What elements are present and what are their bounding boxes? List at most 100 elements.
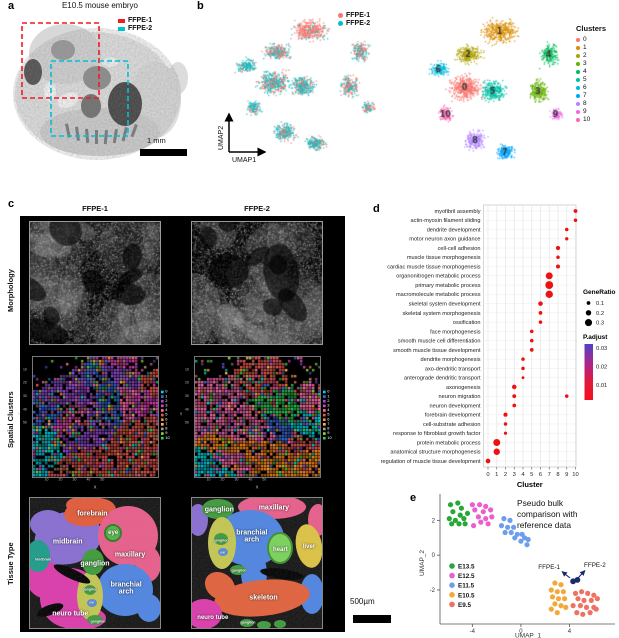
- panel-e-note: reference data: [517, 520, 571, 530]
- go-term-label: cell-substrate adhesion: [423, 422, 481, 428]
- umap2-axis-label: UMAP_2: [419, 550, 426, 576]
- data-point: [574, 610, 580, 616]
- data-point: [572, 590, 579, 596]
- go-term-label: protein metabolic process: [417, 440, 481, 446]
- legend-item: FFPE-2: [338, 20, 370, 27]
- legend-item: 2: [323, 399, 332, 403]
- data-point: [570, 603, 576, 609]
- go-dot: [555, 264, 561, 269]
- legend-swatch: [161, 395, 164, 398]
- go-term-label: cell-cell adhesion: [438, 246, 481, 252]
- row-label-tissue-type: Tissue Type: [6, 542, 15, 585]
- go-dot: [555, 245, 561, 251]
- annotation-ffpe1: FFPE-1: [538, 564, 560, 571]
- legend-swatch: [161, 404, 164, 407]
- legend-swatch: [338, 13, 343, 18]
- legend-swatch: [161, 437, 164, 440]
- row-label-morphology: Morphology: [6, 269, 15, 312]
- legend-label: 3: [583, 60, 587, 67]
- gene-ratio-legend-title: GeneRatio: [583, 289, 616, 296]
- legend-swatch: [576, 61, 580, 66]
- legend-swatch: [338, 21, 343, 26]
- legend-label: 2: [165, 399, 168, 404]
- legend-swatch: [161, 390, 164, 394]
- data-point: [558, 582, 564, 588]
- tissue-label: forebrain: [77, 510, 108, 518]
- spatial-legend-ffpe1: 0 1 2 3 4 5 6 7 8 9 10: [161, 390, 170, 441]
- legend-item: 5: [576, 76, 606, 83]
- go-dot: [565, 237, 569, 241]
- tissue-label: eye: [108, 530, 119, 537]
- go-dot: [573, 209, 578, 213]
- panel-d-letter: d: [373, 203, 380, 215]
- legend-item: 8: [161, 427, 170, 431]
- legend-swatch: [576, 45, 580, 50]
- umap-axes: UMAP2 UMAP1: [218, 112, 267, 164]
- legend-swatch: [161, 423, 164, 426]
- data-point: [483, 516, 489, 522]
- data-point: [581, 597, 587, 603]
- legend-swatch: [161, 413, 164, 417]
- axis-tick: 3: [513, 472, 516, 478]
- tissue-label: skeleton: [249, 594, 278, 602]
- umap1-axis-label: UMAP_1: [515, 633, 541, 638]
- tissue-label: maxillary: [114, 551, 146, 559]
- axis-tick: 10: [206, 478, 211, 482]
- tissue-label: ganglion: [231, 568, 247, 573]
- legend-swatch: [323, 427, 326, 431]
- legend-swatch: [161, 409, 164, 412]
- legend-item: 1: [576, 44, 606, 51]
- go-dot: [529, 329, 534, 334]
- data-point: [585, 590, 591, 596]
- legend-item: 10: [576, 116, 606, 123]
- data-point: [505, 524, 511, 530]
- go-term-label: forebrain development: [425, 413, 481, 419]
- axis-tick: 0: [486, 472, 489, 478]
- legend-swatch: [323, 413, 326, 417]
- axis-tick: 50: [185, 421, 189, 426]
- data-point: [563, 604, 569, 610]
- data-point: [552, 601, 558, 607]
- data-point: [512, 535, 518, 541]
- axis-tick: 10: [572, 472, 578, 478]
- go-term-label: cardiac muscle tissue morphogenesis: [387, 264, 480, 270]
- spatial-legend-ffpe2: 0 1 2 3 4 5 6 7 8 9 10: [323, 390, 332, 441]
- go-dot: [529, 348, 534, 352]
- legend-item: 2: [576, 52, 606, 59]
- axis-tick: 2: [432, 518, 436, 524]
- go-dot: [545, 272, 553, 280]
- axis-tick: 20: [58, 478, 63, 482]
- data-point: [508, 529, 514, 536]
- go-dot: [538, 301, 543, 306]
- data-point: [593, 606, 599, 612]
- tissue-type-map-ffpe1: forebrain midbrain hindbrain eye maxillary ga…: [26, 497, 161, 630]
- legend-item: 6: [576, 84, 606, 91]
- legend-label: 10: [165, 436, 170, 441]
- legend-label: 8: [165, 426, 168, 431]
- data-point: [577, 603, 583, 609]
- go-dot: [485, 458, 491, 464]
- data-point: [548, 587, 554, 593]
- panel-e-note: comparison with: [517, 509, 578, 519]
- axis-tick: 50: [100, 478, 105, 482]
- data-point: [456, 521, 462, 527]
- panel-c-col-header-ffpe1: FFPE-1: [82, 204, 108, 213]
- legend-label: 5: [583, 76, 587, 83]
- axis-tick: 40: [185, 408, 189, 412]
- spatial-y-label: Y: [179, 412, 183, 418]
- data-point: [575, 596, 581, 602]
- gene-ratio-legend-value: 0.3: [596, 321, 604, 327]
- axis-tick: -2: [430, 588, 436, 594]
- legend-label: 5: [327, 413, 330, 418]
- legend-swatch: [118, 18, 125, 23]
- go-dot: [545, 290, 553, 298]
- legend-item: 10: [323, 436, 332, 440]
- pseudo-bulk-umap-plot: -4 0 4 2 0 -2 UMAP_1 UMAP_2 Pseudo bulkcompariso…: [419, 494, 615, 638]
- go-term-label: smooth muscle tissue development: [393, 348, 481, 354]
- go-term-label: neuron migration: [439, 394, 481, 400]
- legend-item: 0: [576, 36, 606, 43]
- legend-label: 3: [327, 403, 330, 408]
- legend-item: 5: [161, 413, 170, 417]
- legend-label: 1: [583, 44, 587, 51]
